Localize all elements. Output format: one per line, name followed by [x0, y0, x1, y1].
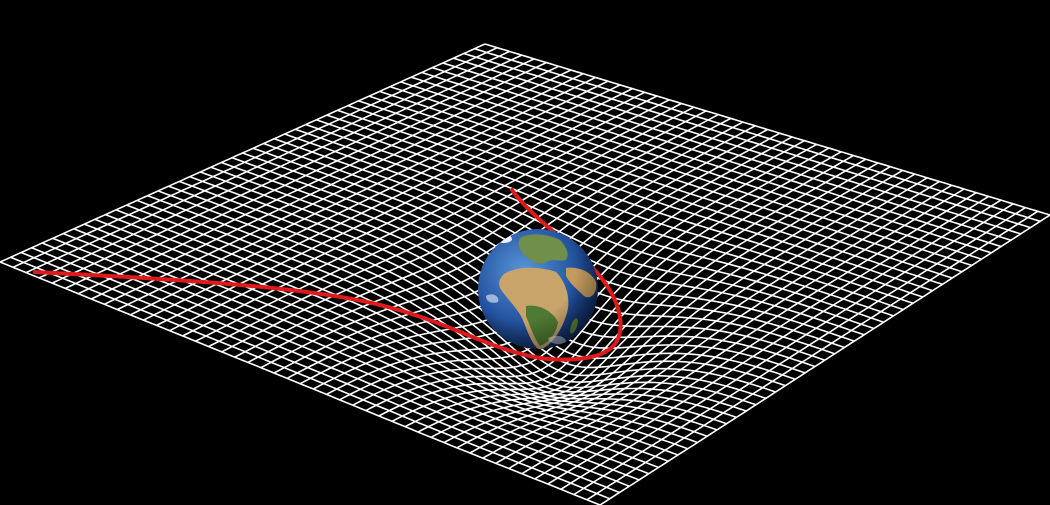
grid-line-u	[391, 154, 854, 423]
grid-line-u	[482, 180, 940, 459]
grid-line-u	[365, 147, 830, 412]
grid-line-v	[115, 209, 708, 437]
grid-line-u	[547, 199, 1002, 485]
trajectory-line-incoming	[33, 270, 607, 362]
grid-line-u	[417, 162, 879, 433]
grid-line-v	[126, 204, 718, 431]
warped-grid	[0, 43, 1050, 505]
grid-line-v	[94, 218, 688, 450]
grid-line-v	[41, 242, 640, 481]
grid-line-v	[10, 256, 611, 500]
grid-line-u	[534, 195, 990, 480]
grid-line-v	[31, 247, 630, 487]
grid-line-v	[105, 213, 698, 444]
grid-line-v	[73, 228, 669, 462]
grid-line-u	[560, 203, 1014, 490]
grid-line-u	[469, 177, 928, 454]
grid-line-u	[573, 206, 1026, 496]
grid-line-v	[63, 232, 659, 469]
grid-line-u	[521, 192, 977, 475]
grid-line-v	[0, 261, 601, 505]
grid-line-u	[443, 169, 904, 444]
grid-line-v	[168, 185, 757, 406]
grid-line-u	[495, 184, 953, 464]
grid-line-v	[20, 251, 620, 494]
grid-line-u	[456, 173, 916, 449]
grid-line-v	[178, 180, 767, 400]
grid-line-u	[404, 158, 867, 428]
grid-line-v	[136, 199, 727, 425]
grid-line-u	[378, 151, 842, 417]
grid-line-u	[586, 210, 1039, 501]
grid-line-u	[599, 214, 1050, 505]
grid-line-v	[84, 223, 679, 456]
earth-icon	[478, 229, 598, 349]
grid-line-u	[508, 188, 965, 470]
grid-line-v	[157, 190, 747, 412]
grid-line-u	[430, 166, 891, 439]
